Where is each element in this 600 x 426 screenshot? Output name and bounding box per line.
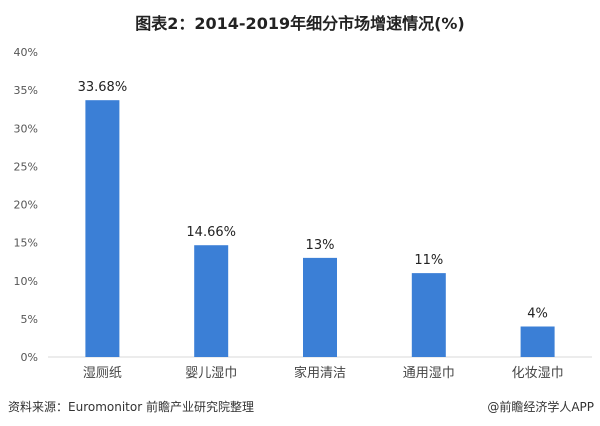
source-note: 资料来源：Euromonitor 前瞻产业研究院整理 — [8, 400, 254, 414]
bar — [520, 326, 555, 357]
bar — [303, 257, 337, 357]
y-tick-label: 0% — [21, 351, 38, 364]
bar — [411, 273, 446, 357]
y-tick-label: 15% — [14, 237, 38, 250]
bar — [194, 245, 229, 357]
y-tick-label: 35% — [14, 84, 38, 97]
y-tick-label: 10% — [14, 275, 38, 288]
y-tick-label: 25% — [14, 160, 38, 173]
x-tick-label: 通用湿巾 — [403, 366, 455, 381]
y-tick-label: 40% — [14, 46, 38, 59]
data-label: 33.68% — [78, 80, 128, 95]
y-tick-label: 20% — [14, 199, 38, 212]
x-tick-label: 家用清洁 — [294, 365, 346, 381]
bar — [85, 100, 120, 357]
x-tick-label: 化妆湿巾 — [512, 366, 564, 381]
x-tick-label: 湿厕纸 — [83, 366, 122, 381]
chart-title: 图表2：2014-2019年细分市场增速情况(%) — [135, 14, 465, 33]
x-tick-label: 婴儿湿巾 — [185, 366, 237, 381]
data-label: 4% — [527, 307, 548, 322]
y-tick-label: 5% — [21, 313, 38, 326]
data-label: 14.66% — [186, 225, 236, 240]
data-label: 11% — [414, 253, 443, 268]
credit-note: @前瞻经济学人APP — [487, 400, 594, 414]
y-tick-label: 30% — [14, 122, 38, 135]
data-label: 13% — [306, 238, 335, 253]
